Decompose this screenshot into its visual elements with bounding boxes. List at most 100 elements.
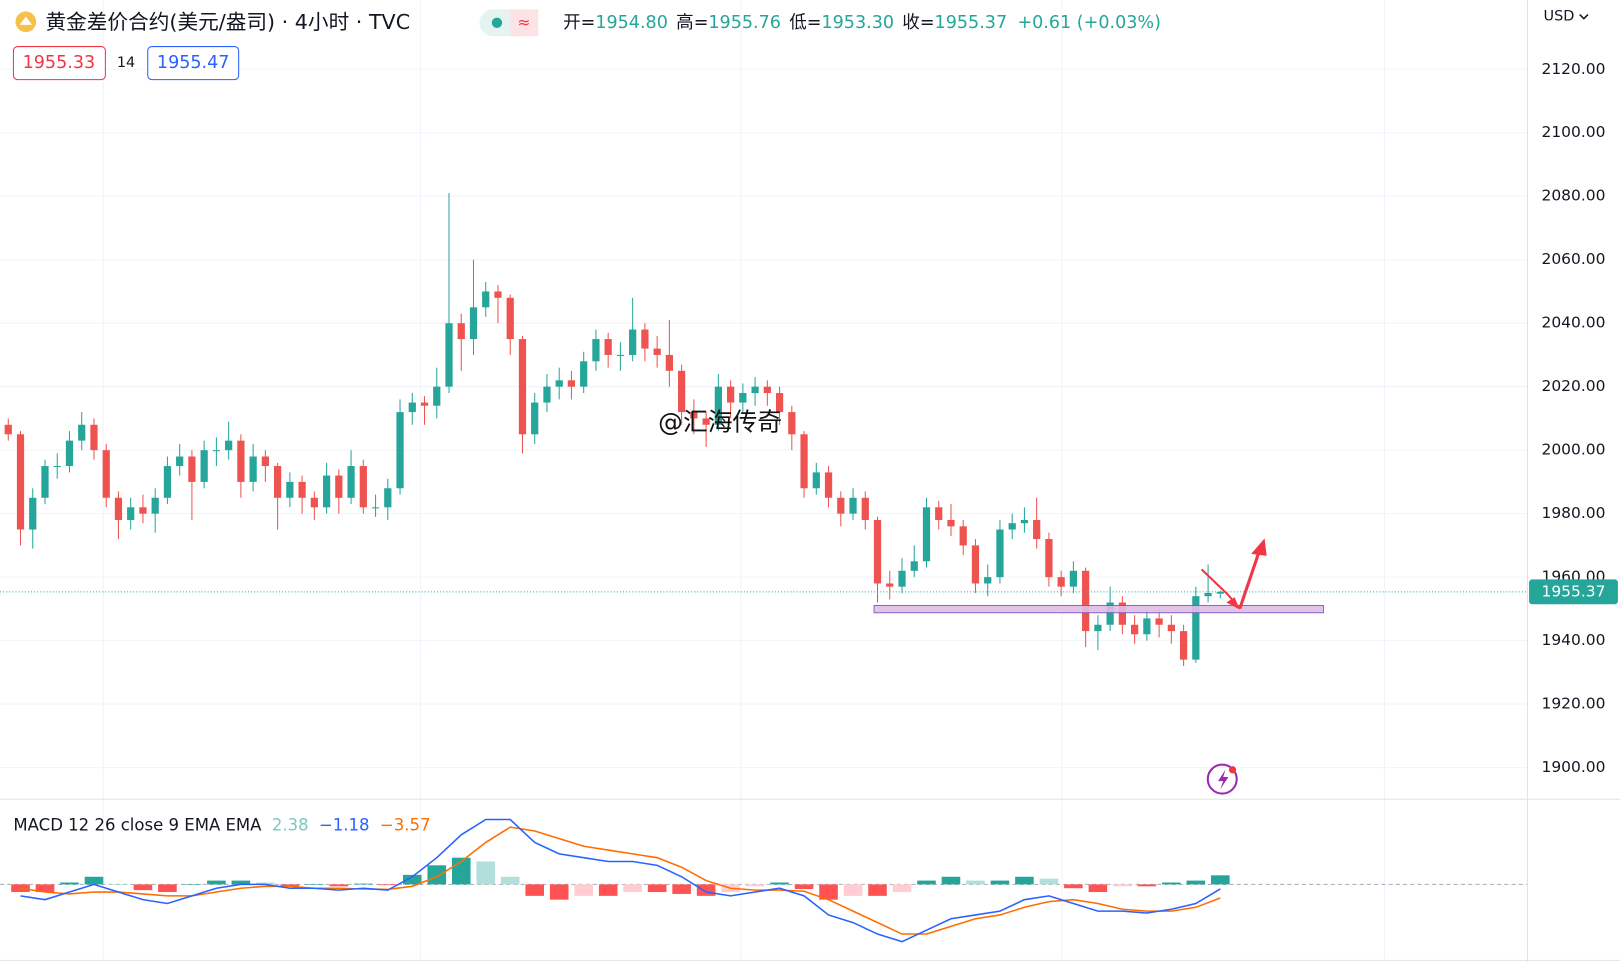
macd-line [20,818,1221,943]
candle-body [1082,570,1090,632]
ohlc-legend: 开=1954.80 高=1955.76 低=1953.30 收=1955.37 +0.6… [563,13,1161,33]
macd-histogram-bar [427,865,447,885]
candle-body [984,577,992,584]
candle-body [1204,593,1212,597]
candle-body [653,348,661,355]
candle-body [1143,618,1151,635]
macd-histogram-bar [84,876,104,885]
candle-body [604,339,612,355]
macd-histogram-bar [990,880,1010,885]
candle-body [200,450,208,482]
y-tick-label: 2020.00 [1541,377,1605,395]
candle-body [629,329,637,355]
macd-histogram-bar [966,880,985,885]
candle-body [163,466,172,498]
macd-histogram-bar [549,884,569,900]
buy-button[interactable] [147,46,240,81]
candle-body [176,456,184,467]
change: +0.61 (+0.03%) [1017,13,1161,33]
delayed-icon: ≈ [517,13,530,31]
currency[interactable]: USD [1544,9,1575,25]
candle-body [898,570,906,587]
candle-body [1216,591,1224,594]
macd-histogram-bar [745,884,765,887]
candle-body [506,297,514,340]
candle-body [739,393,747,403]
candle-body [616,354,625,356]
candle-body [310,497,318,508]
candle-body [1008,523,1016,530]
candle-body [1020,520,1029,524]
macd-histogram-bar [941,876,961,885]
candle-body [359,466,367,508]
macd-histogram-bar [207,880,226,885]
macd-histogram-bar [1064,884,1083,889]
candle-body [396,412,404,489]
ohlc-label: 收= [902,13,934,33]
candle-body [996,529,1004,578]
candle-body [543,386,551,403]
macd-histogram-bar [1113,884,1132,887]
y-tick-label: 2060.00 [1541,250,1605,268]
candle-body [1192,596,1200,660]
candle-body [249,456,257,482]
candle-body [1167,624,1175,632]
ohlc-label: 低= [789,13,821,33]
candle-body [580,361,588,387]
macd-histogram-bar [770,882,789,885]
candle-body [690,412,698,419]
candle-body [469,307,478,340]
macd-histogram-bar [696,884,716,896]
candle-body [959,526,967,546]
macd-histogram-bar [158,884,177,893]
candle-body [1094,624,1102,632]
y-tick-label: 2100.00 [1541,123,1605,141]
macd-histogram-bar [305,884,324,885]
macd-histogram-bar [917,880,936,885]
candle-body [763,386,771,394]
macd-histogram-bar [1186,880,1206,885]
candle-body [702,418,710,425]
macd-histogram-bar [1015,876,1034,885]
candle-body [408,402,416,413]
candle-body [592,339,600,362]
sell-button[interactable] [12,46,106,81]
candle-body [78,424,86,441]
y-tick-label: 2040.00 [1541,314,1605,332]
candle-body [127,507,135,521]
alert-icon[interactable] [1206,763,1238,795]
candle-body [335,475,343,498]
candle-body [114,497,123,521]
bid-price: 1955.33 [23,53,96,73]
candle-body [947,520,955,527]
candle-body [1106,602,1114,625]
candle-body [665,354,674,371]
candle-body [910,561,918,571]
macd-histogram-bar [182,884,202,885]
y-tick-label: 2120.00 [1541,60,1605,78]
candle-body [384,488,392,508]
candle-body [726,386,735,403]
macd-histogram-bar [1088,884,1108,893]
candle-body [102,450,110,498]
symbol-title: 黄金差价合约(美元/盎司) · 4小时 · TVC [45,10,410,34]
macd-histogram-bar [60,882,79,885]
macd-histogram-bar [623,884,642,893]
macd-histogram-bar [647,884,667,893]
y-tick-label: 2000.00 [1541,441,1605,459]
candle-body [518,339,527,435]
grid-layer: 1900.001920.001940.001960.001980.002000.… [0,60,1606,776]
candle-body [237,440,245,482]
macd-histogram-bar [525,884,545,896]
macd-histogram-bar [231,880,251,885]
candle-body [567,380,576,387]
candle-body [212,450,221,452]
macd-histogram-bar [819,884,838,900]
overlay-layer: 1955.37 [0,579,1618,605]
ohlc-label: 高= [676,13,708,33]
candle-body [824,472,833,498]
candle-body [4,424,12,435]
